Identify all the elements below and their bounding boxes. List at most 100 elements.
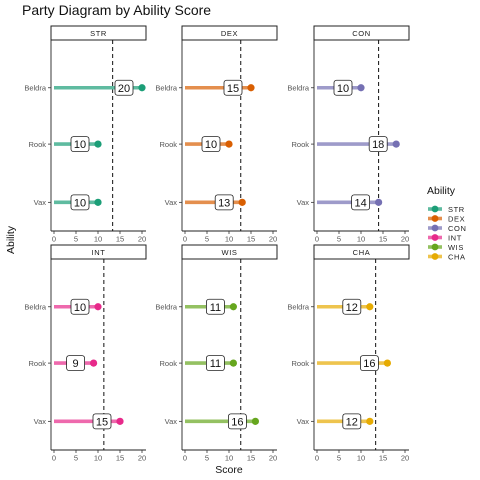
x-tick-label: 20 bbox=[269, 454, 277, 463]
value-label-con-vax: 14 bbox=[354, 197, 366, 209]
x-tick-label: 20 bbox=[401, 235, 409, 244]
strip-label-con: CON bbox=[352, 29, 370, 38]
legend-label-str: STR bbox=[448, 205, 465, 214]
y-tick-label-rook: Rook bbox=[28, 359, 46, 368]
legend-key-point-cha bbox=[431, 253, 439, 260]
y-tick-label-rook: Rook bbox=[159, 140, 177, 149]
value-label-box-cha-beldra bbox=[342, 298, 362, 315]
value-label-box-int-vax bbox=[92, 413, 112, 430]
lollipop-point-cha-beldra bbox=[366, 303, 374, 311]
value-label-str-vax: 10 bbox=[74, 197, 86, 209]
legend-key-point-dex bbox=[431, 215, 439, 222]
x-tick-label: 10 bbox=[225, 454, 233, 463]
lollipop-point-dex-beldra bbox=[247, 84, 255, 92]
y-axis-label: Ability bbox=[5, 225, 17, 254]
value-label-box-wis-vax bbox=[227, 413, 247, 430]
panel-dex: DEX 0 5 10 15 20 Beldra Rook Vax 15 10 13 bbox=[155, 25, 278, 244]
legend-label-cha: CHA bbox=[448, 252, 466, 261]
chart-title: Party Diagram by Ability Score bbox=[22, 2, 211, 18]
value-label-box-str-rook bbox=[70, 136, 90, 152]
x-tick-label: 5 bbox=[74, 454, 78, 463]
strip-label-str: STR bbox=[90, 29, 107, 38]
x-tick-label: 15 bbox=[116, 235, 124, 244]
lollipop-point-wis-rook bbox=[229, 359, 237, 367]
value-label-con-beldra: 10 bbox=[337, 83, 349, 95]
value-label-cha-vax: 12 bbox=[346, 416, 358, 428]
lollipop-point-dex-vax bbox=[238, 198, 246, 206]
lollipop-point-wis-beldra bbox=[229, 303, 237, 311]
value-label-cha-beldra: 12 bbox=[346, 302, 358, 314]
value-label-box-con-beldra bbox=[333, 79, 353, 96]
value-label-box-int-beldra bbox=[70, 298, 90, 315]
value-label-box-cha-rook bbox=[359, 355, 379, 371]
lollipop-point-con-rook bbox=[392, 140, 400, 148]
x-tick-label: 10 bbox=[225, 235, 233, 244]
y-tick-label-vax: Vax bbox=[34, 198, 47, 207]
y-tick-label-vax: Vax bbox=[165, 417, 178, 426]
x-tick-label: 10 bbox=[357, 235, 365, 244]
strip-int bbox=[50, 244, 147, 260]
strip-wis bbox=[181, 244, 278, 260]
lollipop-point-con-vax bbox=[375, 198, 383, 206]
value-label-box-con-vax bbox=[351, 194, 371, 211]
panel-wis: WIS 0 5 10 15 20 Beldra Rook Vax 11 11 16 bbox=[155, 244, 278, 463]
legend-label-dex: DEX bbox=[448, 214, 465, 223]
legend-key-point-str bbox=[431, 205, 439, 213]
legend-item-int: INT bbox=[428, 233, 461, 242]
facet-panels: STR 0 5 10 15 20 Beldra Rook Vax 20 10 10 DEX 0 5 10 15 2… bbox=[24, 25, 410, 463]
x-tick-label: 0 bbox=[183, 235, 187, 244]
value-label-con-rook: 18 bbox=[372, 139, 384, 151]
lollipop-point-int-rook bbox=[90, 359, 98, 367]
legend-key-point-int bbox=[431, 234, 439, 241]
x-tick-label: 15 bbox=[247, 454, 255, 463]
strip-label-dex: DEX bbox=[221, 29, 238, 38]
y-tick-label-beldra: Beldra bbox=[24, 83, 47, 92]
strip-label-cha: CHA bbox=[353, 248, 371, 257]
value-label-int-beldra: 10 bbox=[74, 302, 86, 314]
strip-con bbox=[313, 25, 410, 41]
lollipop-point-con-beldra bbox=[357, 84, 365, 92]
lollipop-point-cha-rook bbox=[383, 359, 391, 367]
x-tick-label: 0 bbox=[315, 454, 319, 463]
x-tick-label: 20 bbox=[269, 235, 277, 244]
lollipop-point-wis-vax bbox=[251, 417, 259, 425]
x-tick-label: 10 bbox=[94, 454, 102, 463]
legend-key-point-con bbox=[431, 224, 439, 232]
legend-label-wis: WIS bbox=[448, 243, 464, 252]
x-tick-label: 20 bbox=[138, 235, 146, 244]
panel-cha: CHA 0 5 10 15 20 Beldra Rook Vax 12 16 12 bbox=[287, 244, 410, 463]
legend-item-dex: DEX bbox=[428, 214, 465, 223]
legend-item-con: CON bbox=[428, 224, 466, 233]
value-label-wis-beldra: 11 bbox=[210, 302, 221, 314]
legend-key-point-wis bbox=[431, 243, 439, 251]
lollipop-point-int-vax bbox=[116, 417, 124, 425]
y-tick-label-beldra: Beldra bbox=[155, 83, 178, 92]
value-label-int-vax: 15 bbox=[96, 416, 108, 428]
value-label-int-rook: 9 bbox=[73, 358, 79, 370]
x-tick-label: 5 bbox=[337, 235, 341, 244]
x-tick-label: 5 bbox=[74, 235, 78, 244]
x-tick-label: 5 bbox=[205, 235, 209, 244]
y-tick-label-vax: Vax bbox=[297, 198, 310, 207]
value-label-dex-vax: 13 bbox=[218, 197, 230, 209]
value-label-box-int-rook bbox=[66, 355, 85, 371]
y-tick-label-beldra: Beldra bbox=[287, 302, 310, 311]
x-tick-label: 20 bbox=[401, 454, 409, 463]
value-label-box-cha-vax bbox=[342, 413, 362, 430]
value-label-dex-rook: 10 bbox=[205, 139, 217, 151]
y-tick-label-beldra: Beldra bbox=[24, 302, 47, 311]
legend-label-con: CON bbox=[448, 224, 466, 233]
y-tick-label-vax: Vax bbox=[297, 417, 310, 426]
value-label-box-con-rook bbox=[368, 136, 388, 152]
lollipop-point-str-rook bbox=[94, 140, 102, 148]
value-label-wis-rook: 11 bbox=[210, 358, 221, 370]
value-label-box-str-vax bbox=[70, 194, 90, 211]
value-label-box-dex-vax bbox=[214, 194, 234, 211]
lollipop-point-int-beldra bbox=[94, 303, 102, 311]
x-tick-label: 15 bbox=[247, 235, 255, 244]
x-tick-label: 0 bbox=[52, 235, 56, 244]
strip-label-wis: WIS bbox=[222, 248, 238, 257]
x-tick-label: 0 bbox=[183, 454, 187, 463]
